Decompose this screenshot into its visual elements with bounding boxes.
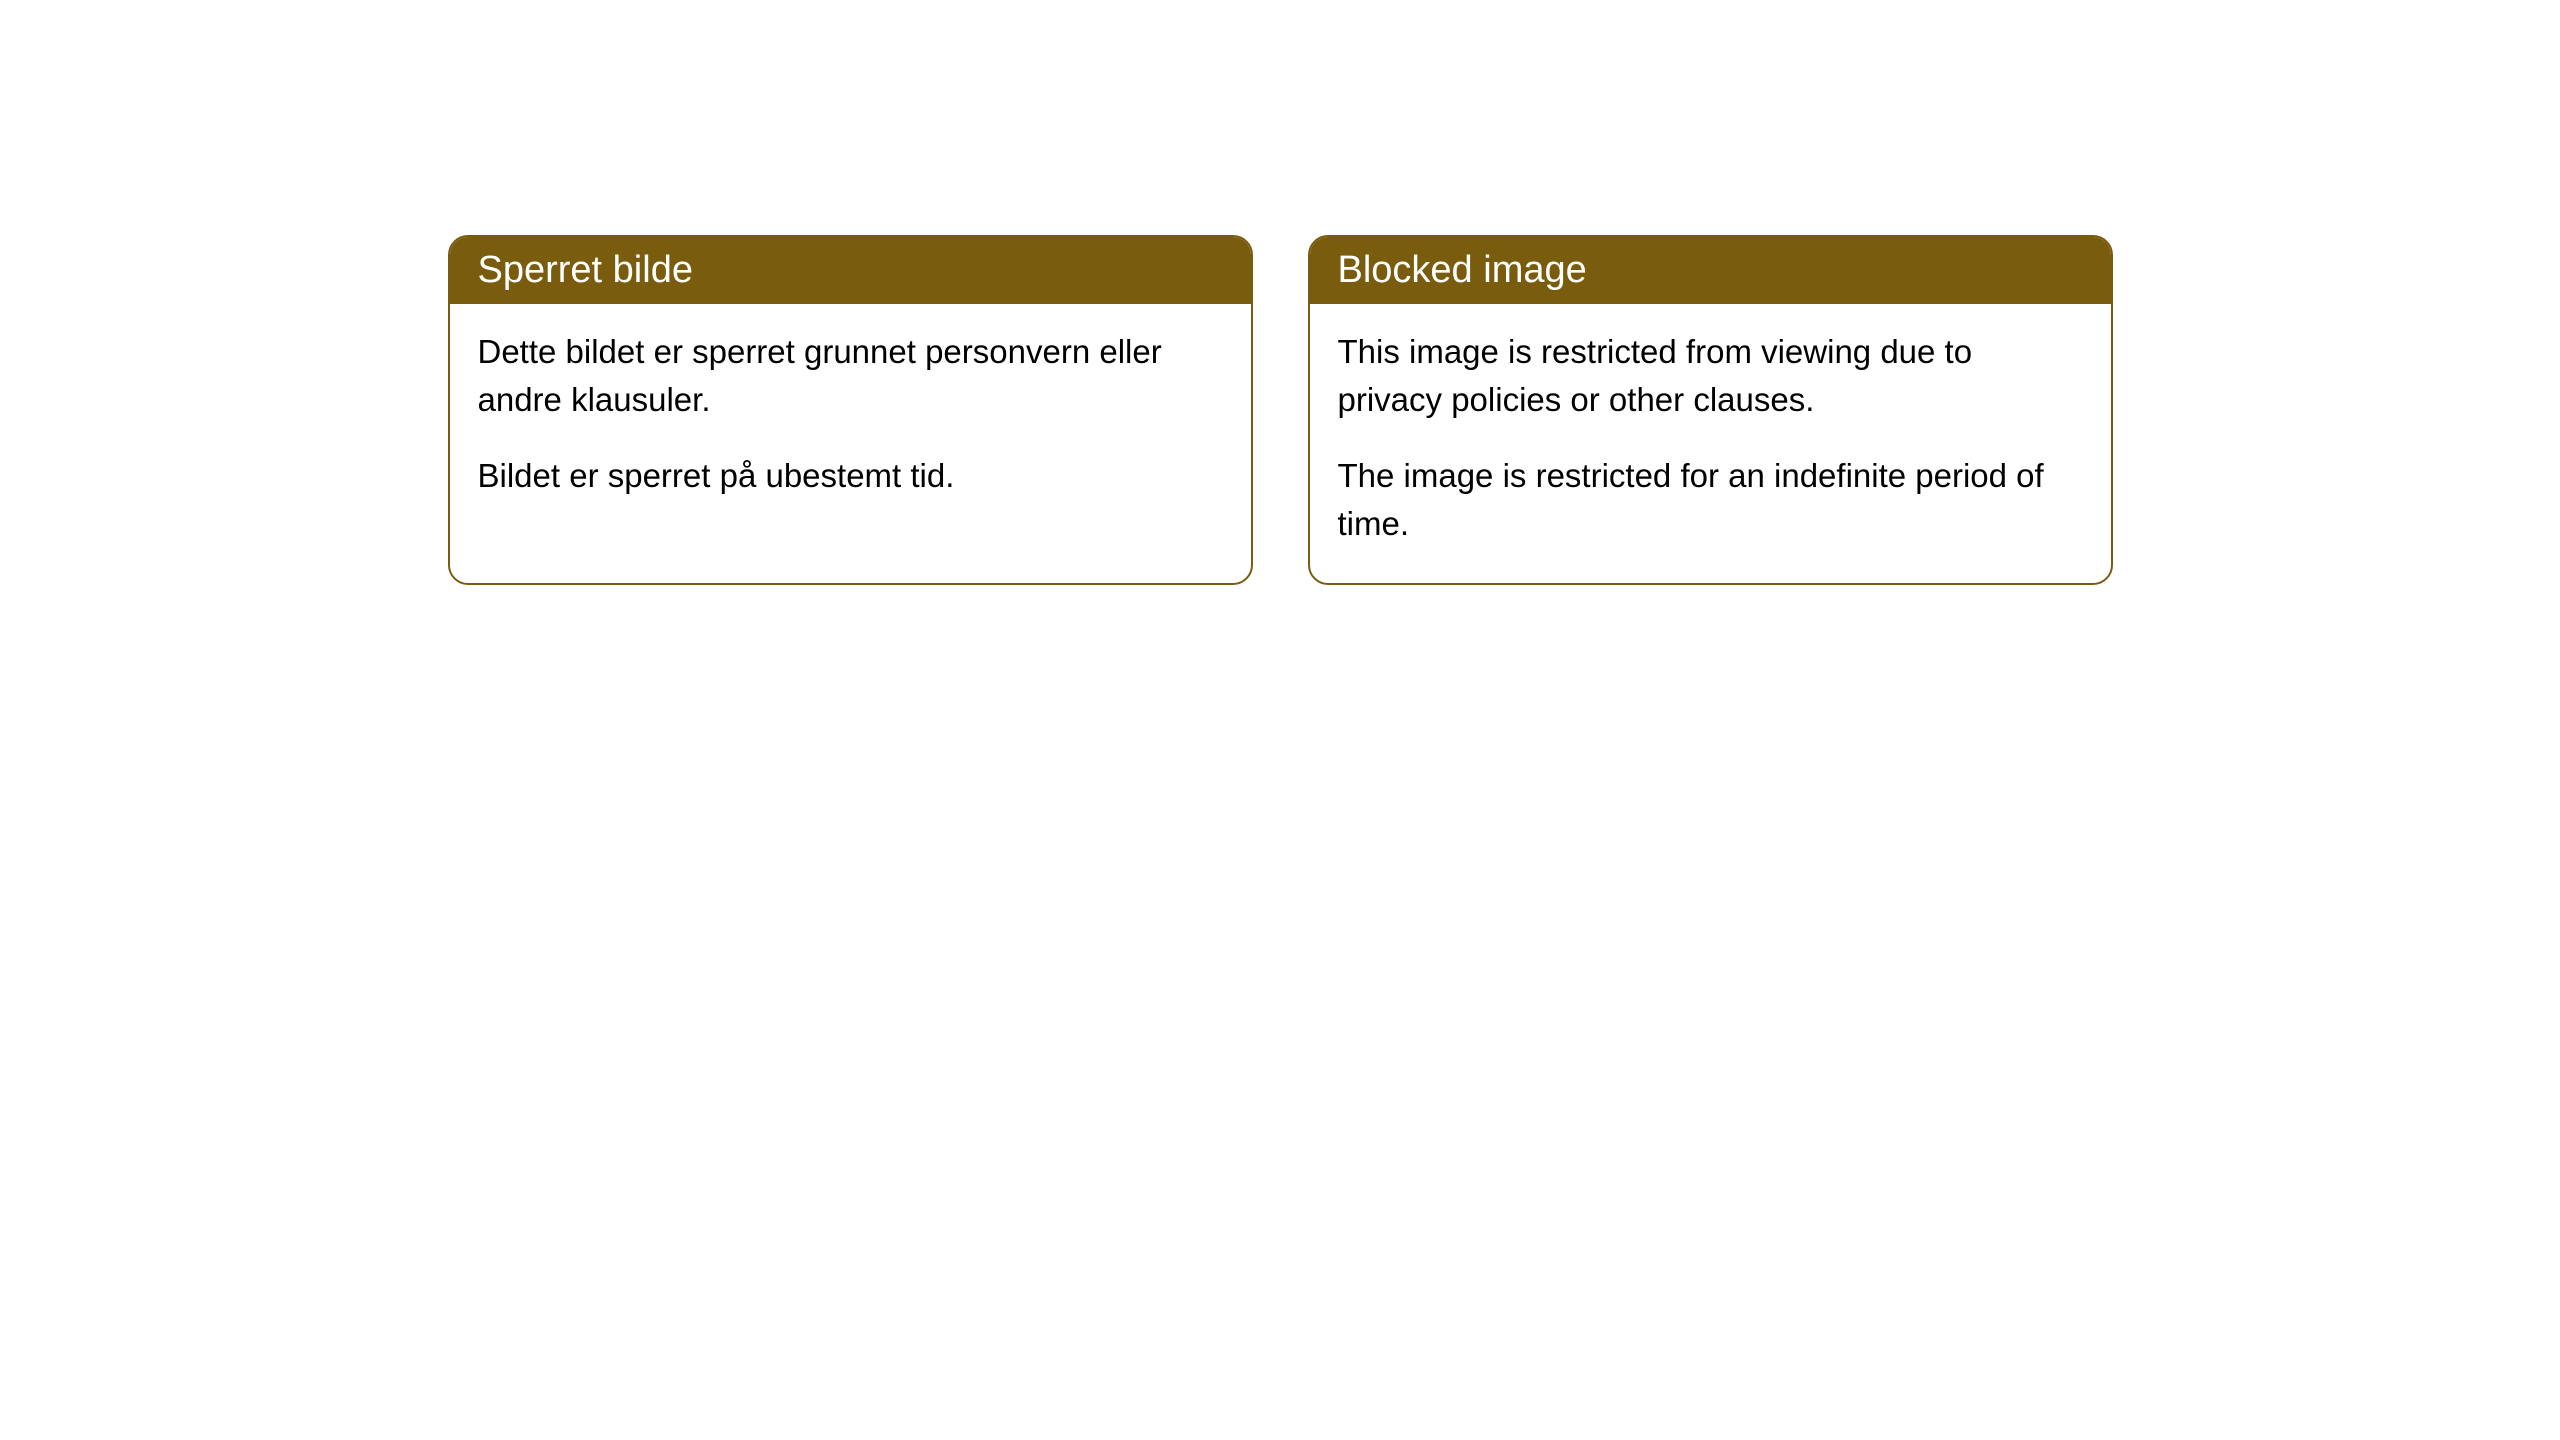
card-body-norwegian: Dette bildet er sperret grunnet personve… xyxy=(450,304,1251,536)
card-header-english: Blocked image xyxy=(1310,237,2111,304)
card-body-english: This image is restricted from viewing du… xyxy=(1310,304,2111,583)
card-paragraph-1-english: This image is restricted from viewing du… xyxy=(1338,328,2083,424)
card-title-norwegian: Sperret bilde xyxy=(478,249,693,291)
card-norwegian: Sperret bilde Dette bildet er sperret gr… xyxy=(448,235,1253,585)
card-title-english: Blocked image xyxy=(1338,249,1587,291)
card-header-norwegian: Sperret bilde xyxy=(450,237,1251,304)
card-english: Blocked image This image is restricted f… xyxy=(1308,235,2113,585)
card-paragraph-2-norwegian: Bildet er sperret på ubestemt tid. xyxy=(478,452,1223,500)
card-paragraph-1-norwegian: Dette bildet er sperret grunnet personve… xyxy=(478,328,1223,424)
card-paragraph-2-english: The image is restricted for an indefinit… xyxy=(1338,452,2083,548)
card-container: Sperret bilde Dette bildet er sperret gr… xyxy=(448,235,2113,585)
